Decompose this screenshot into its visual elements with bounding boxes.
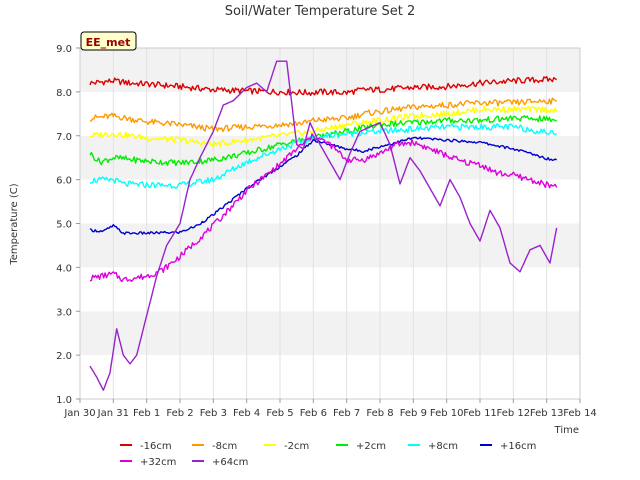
- grid-band: [80, 267, 580, 312]
- x-tick-label: Feb 8: [366, 408, 393, 419]
- legend-label: -2cm: [284, 441, 309, 452]
- x-tick-label: Feb 10: [430, 408, 464, 419]
- x-tick-label: Feb 11: [463, 408, 497, 419]
- grid-band: [80, 311, 580, 356]
- series-line-minus2cm: [89, 105, 558, 148]
- y-axis-ticks: 1.0 2.0 3.0 4.0 5.0 6.0 7.0 8.0 9.0: [56, 44, 80, 406]
- grid-band: [80, 355, 580, 399]
- legend-item: +16cm: [480, 441, 536, 452]
- y-tick-label: 9.0: [56, 44, 72, 55]
- x-tick-label: Jan 30: [63, 408, 95, 419]
- y-tick-label: 1.0: [56, 395, 72, 406]
- x-tick-label: Feb 14: [563, 408, 597, 419]
- legend-item: +64cm: [192, 457, 248, 468]
- x-tick-label: Feb 1: [133, 408, 160, 419]
- grid-band: [80, 48, 580, 92]
- legend-label: +2cm: [356, 441, 386, 452]
- legend-label: -8cm: [212, 441, 237, 452]
- x-tick-label: Feb 3: [200, 408, 227, 419]
- y-tick-label: 4.0: [56, 263, 72, 274]
- x-axis-label: Time: [554, 425, 579, 436]
- legend-label: -16cm: [140, 441, 172, 452]
- x-tick-label: Feb 6: [300, 408, 327, 419]
- chart-title: Soil/Water Temperature Set 2: [225, 4, 416, 19]
- legend-item: +8cm: [408, 441, 458, 452]
- grid-band: [80, 223, 580, 268]
- x-tick-label: Feb 5: [266, 408, 293, 419]
- series-line-plus2cm: [89, 114, 557, 167]
- series-line-plus32cm: [89, 133, 558, 283]
- legend-item: -2cm: [264, 441, 309, 452]
- x-tick-label: Feb 4: [233, 408, 260, 419]
- y-tick-label: 8.0: [56, 88, 72, 99]
- series-line-plus8cm: [89, 123, 557, 190]
- series-lines: [89, 60, 558, 391]
- grid-band: [80, 179, 580, 224]
- legend-label: +64cm: [212, 457, 248, 468]
- x-tick-label: Feb 9: [400, 408, 427, 419]
- legend-item: -8cm: [192, 441, 237, 452]
- x-axis-ticks: Jan 30 Jan 31 Feb 1 Feb 2 Feb 3 Feb 4 Feb 5 Feb…: [63, 399, 597, 419]
- annotation-label: EE_met: [86, 36, 131, 49]
- legend-label: +32cm: [140, 457, 176, 468]
- x-tick-label: Feb 12: [497, 408, 531, 419]
- series-line-minus16cm: [89, 75, 558, 97]
- legend-label: +8cm: [428, 441, 458, 452]
- series-line-plus64cm: [89, 60, 558, 391]
- x-tick-label: Feb 13: [530, 408, 564, 419]
- y-tick-label: 7.0: [56, 132, 72, 143]
- series-line-minus8cm: [89, 97, 558, 133]
- y-tick-label: 6.0: [56, 176, 72, 187]
- x-tick-label: Jan 31: [97, 408, 129, 419]
- plot-area: [79, 47, 581, 400]
- legend-item: -16cm: [120, 441, 172, 452]
- legend-item: +2cm: [336, 441, 386, 452]
- legend-item: +32cm: [120, 457, 176, 468]
- series-line-plus16cm: [89, 136, 558, 236]
- y-axis-label: Temperature (C): [9, 183, 20, 265]
- annotation-box: EE_met: [80, 31, 137, 51]
- x-tick-label: Feb 2: [166, 408, 193, 419]
- x-tick-label: Feb 7: [333, 408, 360, 419]
- y-tick-label: 2.0: [56, 351, 72, 362]
- y-tick-label: 5.0: [56, 220, 72, 231]
- legend-label: +16cm: [500, 441, 536, 452]
- y-tick-label: 3.0: [56, 307, 72, 318]
- legend: -16cm -8cm -2cm +2cm +8cm +16cm +32cm +64cm: [120, 441, 536, 468]
